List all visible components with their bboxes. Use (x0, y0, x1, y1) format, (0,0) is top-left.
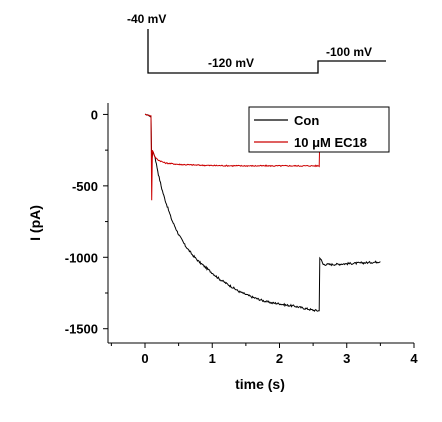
legend-label-con: Con (294, 113, 319, 128)
series-line-con (144, 113, 381, 312)
legend: Con 10 μM EC18 (248, 106, 390, 153)
x-tick-label: 0 (141, 351, 148, 366)
protocol-label-step: -120 mV (208, 56, 254, 70)
y-ticks: 0 -500 -1000 -1500 (65, 107, 108, 337)
x-tick-label: 4 (410, 351, 418, 366)
protocol-trace (147, 29, 386, 74)
voltage-protocol: -40 mV -120 mV -100 mV (127, 12, 386, 74)
x-axis-title: time (s) (235, 376, 285, 392)
axes: 0 -500 -1000 -1500 0 1 2 3 4 (65, 103, 418, 366)
protocol-label-tail: -100 mV (326, 45, 372, 59)
x-tick-label: 3 (343, 351, 350, 366)
x-ticks: 0 1 2 3 4 (110, 343, 418, 366)
y-tick-label: -1500 (65, 322, 98, 337)
y-tick-label: -1000 (65, 250, 98, 265)
y-axis-title: I (pA) (27, 205, 43, 241)
protocol-label-holding: -40 mV (127, 12, 166, 26)
y-tick-label: 0 (91, 107, 98, 122)
x-tick-label: 1 (209, 351, 216, 366)
legend-label-ec18: 10 μM EC18 (294, 135, 367, 150)
x-tick-label: 2 (276, 351, 283, 366)
y-tick-label: -500 (72, 179, 98, 194)
legend-box (248, 106, 390, 153)
